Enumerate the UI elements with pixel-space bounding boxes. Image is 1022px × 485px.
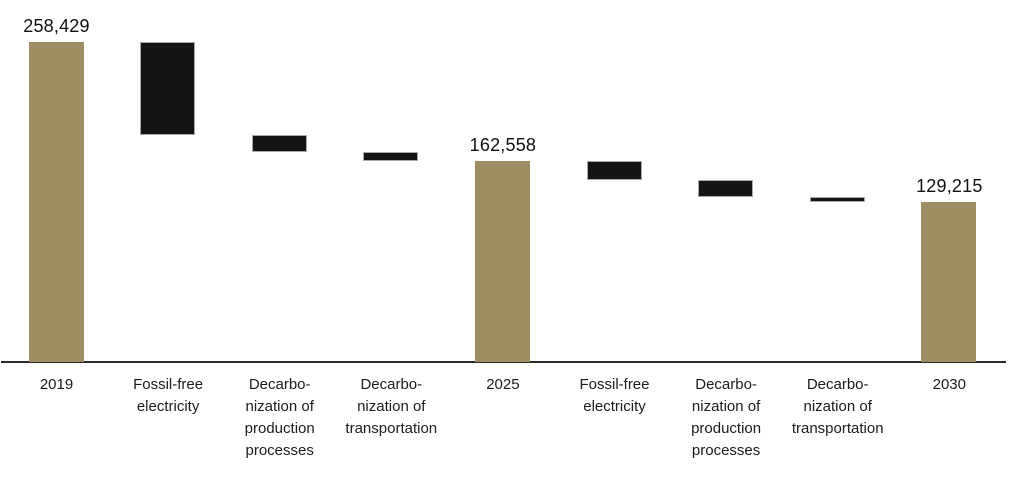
waterfall-column: 129,215 2030	[893, 0, 1005, 485]
waterfall-bar	[363, 151, 419, 161]
category-label: 2019	[39, 376, 74, 393]
category-label: 2025	[486, 376, 520, 393]
category-label: Decarbo- nization of transportation	[345, 376, 438, 437]
waterfall-column: Fossil-free electricity	[112, 0, 224, 485]
waterfall-bar	[698, 179, 754, 198]
category-label: 2030	[932, 376, 966, 393]
category-label: Decarbo- nization of production processe…	[691, 376, 762, 459]
waterfall-column: 162,558 2025	[447, 0, 559, 485]
waterfall-column: Decarbo- nization of transportation	[782, 0, 894, 485]
bar-value-label: 162,558	[469, 134, 537, 155]
waterfall-column: Fossil-free electricity	[559, 0, 671, 485]
category-label: Fossil-free electricity	[579, 376, 650, 415]
category-label: Fossil-free electricity	[133, 376, 204, 415]
category-label: Decarbo- nization of production processe…	[244, 376, 315, 459]
bar-value-label: 258,429	[23, 16, 90, 36]
waterfall-bar	[140, 42, 196, 135]
waterfall-column: Decarbo- nization of production processe…	[670, 0, 782, 485]
waterfall-bar	[474, 160, 530, 362]
waterfall-bar	[251, 134, 307, 152]
waterfall-column: 258,429 2019	[1, 0, 113, 485]
category-label: Decarbo- nization of transportation	[791, 376, 884, 437]
waterfall-column: Decarbo- nization of production processe…	[224, 0, 336, 485]
x-axis-line	[1, 361, 1006, 363]
waterfall-bar	[586, 160, 642, 180]
waterfall-bar	[28, 42, 84, 362]
waterfall-bar	[809, 197, 865, 202]
waterfall-column: Decarbo- nization of transportation	[335, 0, 447, 485]
waterfall-bar	[921, 201, 977, 362]
bar-value-label: 129,215	[916, 175, 983, 196]
